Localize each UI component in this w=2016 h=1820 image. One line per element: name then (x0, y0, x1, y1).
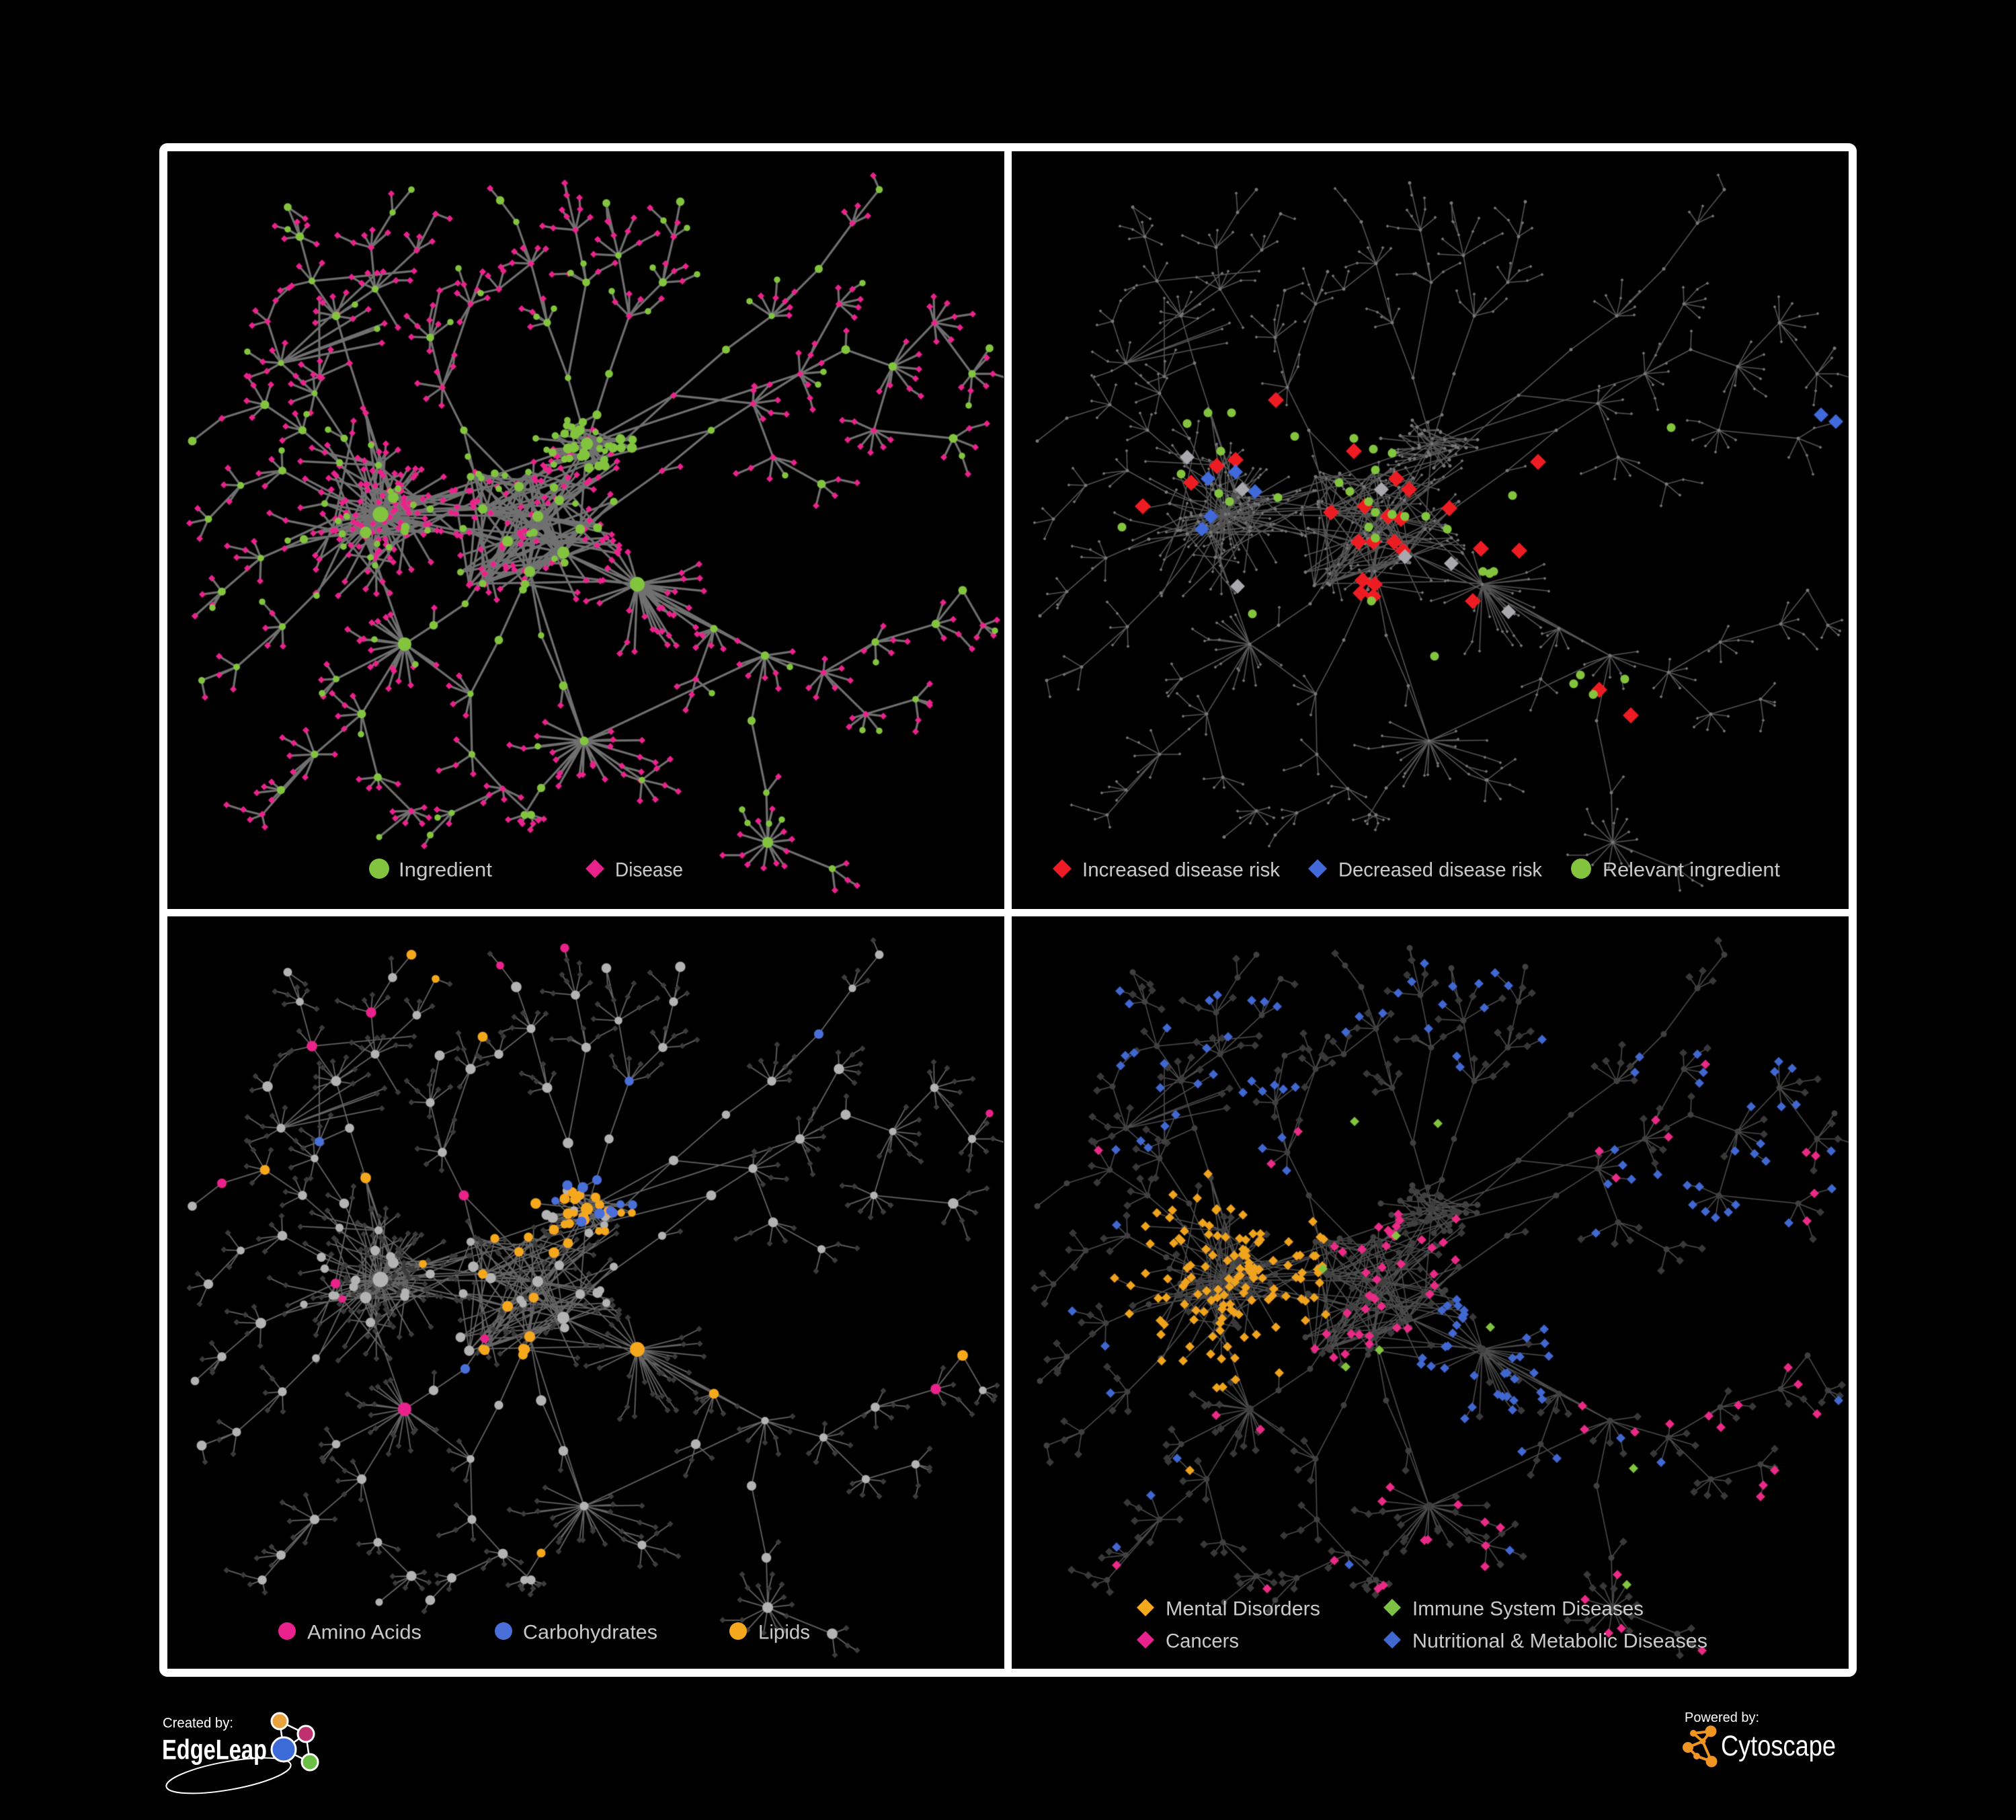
svg-text:Amino Acids: Amino Acids (307, 1622, 421, 1644)
svg-text:Nutritional & Metabolic Diseas: Nutritional & Metabolic Diseases (1412, 1630, 1707, 1653)
svg-text:Lipids: Lipids (758, 1622, 810, 1644)
svg-text:Carbohydrates: Carbohydrates (523, 1622, 657, 1644)
svg-text:Cancers: Cancers (1166, 1630, 1239, 1653)
svg-text:Increased disease risk: Increased disease risk (1082, 859, 1281, 881)
svg-text:Powered by:: Powered by: (1685, 1710, 1759, 1725)
svg-text:EdgeLeap: EdgeLeap (162, 1734, 267, 1766)
svg-text:Created by:: Created by: (163, 1716, 233, 1731)
svg-text:Immune System Diseases: Immune System Diseases (1412, 1598, 1644, 1620)
svg-text:Ingredient: Ingredient (399, 859, 493, 881)
svg-text:Mental Disorders: Mental Disorders (1166, 1598, 1320, 1620)
svg-text:Relevant ingredient: Relevant ingredient (1603, 859, 1781, 881)
svg-text:Decreased disease risk: Decreased disease risk (1338, 859, 1543, 881)
svg-text:Disease: Disease (615, 859, 683, 881)
svg-text:Cytoscape: Cytoscape (1721, 1730, 1836, 1762)
